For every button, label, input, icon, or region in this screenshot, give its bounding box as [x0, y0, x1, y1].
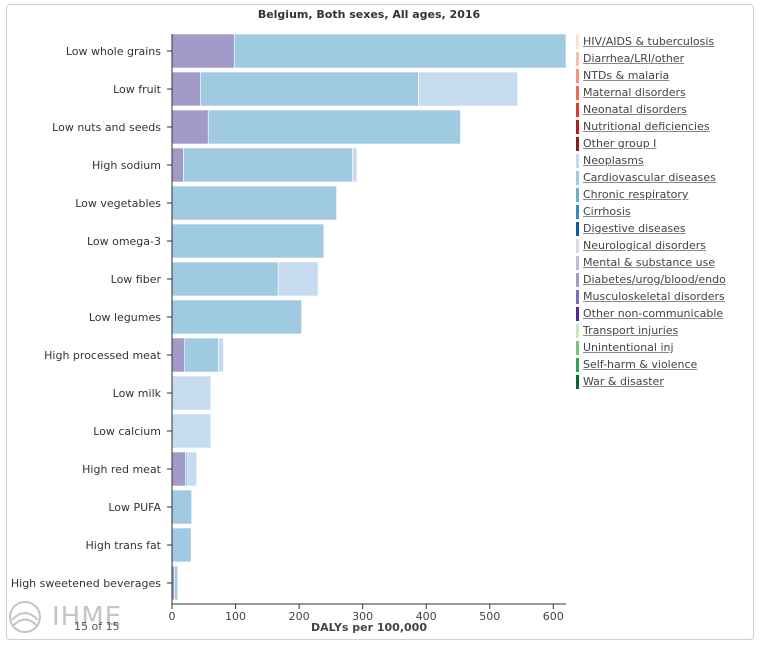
legend-label: Digestive diseases — [583, 222, 686, 235]
legend-swatch — [576, 103, 579, 117]
bar-segment[interactable] — [171, 223, 325, 259]
legend-swatch — [576, 171, 579, 185]
bar-segment[interactable] — [171, 147, 184, 183]
x-tick-label: 0 — [169, 610, 176, 623]
bar-segment[interactable] — [171, 337, 186, 373]
bar-segment[interactable] — [171, 527, 192, 563]
category-label: Low milk — [113, 387, 162, 400]
legend-label: Chronic respiratory — [583, 188, 689, 201]
x-axis: 0 100 200 300 400 500 600 — [169, 34, 566, 623]
legend-label: Neurological disorders — [583, 239, 706, 252]
legend-swatch — [576, 137, 579, 151]
legend-label: Diarrhea/LRI/other — [583, 52, 685, 65]
legend-label: NTDs & malaria — [583, 69, 670, 82]
category-labels: Low whole grains Low fruit Low nuts and se… — [11, 45, 172, 590]
bar-segment[interactable] — [218, 337, 224, 373]
legend-label: HIV/AIDS & tuberculosis — [583, 35, 715, 48]
bar-segment[interactable] — [185, 451, 189, 487]
page-count: 15 of 15 — [74, 620, 120, 633]
bar-segment[interactable] — [277, 261, 319, 297]
category-label: Low omega-3 — [87, 235, 161, 248]
bar-segment[interactable] — [171, 33, 235, 69]
x-tick-label: 400 — [416, 610, 437, 623]
legend-label: Mental & substance use — [583, 256, 716, 269]
legend-swatch — [576, 290, 579, 304]
bar-segment[interactable] — [171, 451, 186, 487]
legend-label: War & disaster — [583, 375, 664, 388]
category-label: Low calcium — [93, 425, 161, 438]
category-label: Low legumes — [89, 311, 161, 324]
category-label: Low vegetables — [75, 197, 161, 210]
category-label: High red meat — [82, 463, 162, 476]
category-label: Low fiber — [111, 273, 162, 286]
bar-segment[interactable] — [418, 71, 519, 107]
legend-swatch — [576, 154, 579, 168]
x-tick-label: 500 — [479, 610, 500, 623]
category-label: High processed meat — [44, 349, 162, 362]
legend-swatch — [576, 120, 579, 134]
legend-swatch — [576, 324, 579, 338]
category-label: Low whole grains — [66, 45, 161, 58]
legend-label: Neoplasms — [583, 154, 644, 167]
legend-swatch — [576, 239, 579, 253]
ihme-logo-icon — [9, 601, 41, 633]
category-label: Low PUFA — [108, 501, 161, 514]
legend-swatch — [576, 222, 579, 236]
legend-swatch — [576, 307, 579, 321]
bar-segment[interactable] — [184, 337, 219, 373]
x-tick-label: 100 — [225, 610, 246, 623]
category-label: Low fruit — [113, 83, 162, 96]
legend-label: Diabetes/urog/blood/endo — [583, 273, 726, 286]
legend-swatch — [576, 52, 579, 66]
category-label: High trans fat — [86, 539, 162, 552]
legend-swatch — [576, 35, 579, 49]
bar-segment[interactable] — [183, 147, 353, 183]
legend-label: Transport injuries — [583, 324, 679, 337]
legend-label: Unintentional inj — [583, 341, 674, 354]
bar-segment[interactable] — [171, 299, 302, 335]
legend-swatch — [576, 358, 579, 372]
bar-segment[interactable] — [171, 261, 279, 297]
bar-segment[interactable] — [171, 109, 209, 145]
legend-swatch — [576, 205, 579, 219]
bar-segment[interactable] — [171, 71, 201, 107]
bar-segment[interactable] — [171, 413, 212, 449]
bar-segment[interactable] — [187, 451, 198, 487]
x-axis-label: DALYs per 100,000 — [311, 621, 427, 634]
category-label: High sweetened beverages — [11, 577, 161, 590]
bar-segment[interactable] — [352, 147, 358, 183]
bar-segment[interactable] — [171, 489, 193, 525]
legend-label: Other non-communicable — [583, 307, 724, 320]
legend-swatch — [576, 69, 579, 83]
category-label: Low nuts and seeds — [52, 121, 161, 134]
legend-label: Maternal disorders — [583, 86, 686, 99]
legend-swatch — [576, 273, 579, 287]
bar-segment[interactable] — [207, 109, 461, 145]
x-tick-label: 300 — [352, 610, 373, 623]
chart-title: Belgium, Both sexes, All ages, 2016 — [257, 8, 481, 21]
ihme-logo-text: IHME — [52, 602, 123, 632]
bar-segment[interactable] — [233, 33, 567, 69]
x-tick-label: 200 — [289, 610, 310, 623]
legend-swatch — [576, 256, 579, 270]
bars — [171, 33, 567, 601]
category-label: High sodium — [92, 159, 161, 172]
bar-segment[interactable] — [174, 565, 179, 601]
legend-swatch — [576, 375, 579, 389]
legend-swatch — [576, 188, 579, 202]
bar-segment[interactable] — [171, 185, 337, 221]
bar-segment[interactable] — [171, 375, 212, 411]
legend-label: Other group I — [583, 137, 657, 150]
bar-segment[interactable] — [200, 71, 419, 107]
legend-label: Nutritional deficiencies — [583, 120, 710, 133]
legend-swatch — [576, 86, 579, 100]
legend-label: Self-harm & violence — [583, 358, 698, 371]
legend-swatch — [576, 341, 579, 355]
legend-label: Cirrhosis — [583, 205, 631, 218]
legend-label: Neonatal disorders — [583, 103, 687, 116]
legend-label: Musculoskeletal disorders — [583, 290, 725, 303]
x-tick-label: 600 — [543, 610, 564, 623]
legend-label: Cardiovascular diseases — [583, 171, 716, 184]
